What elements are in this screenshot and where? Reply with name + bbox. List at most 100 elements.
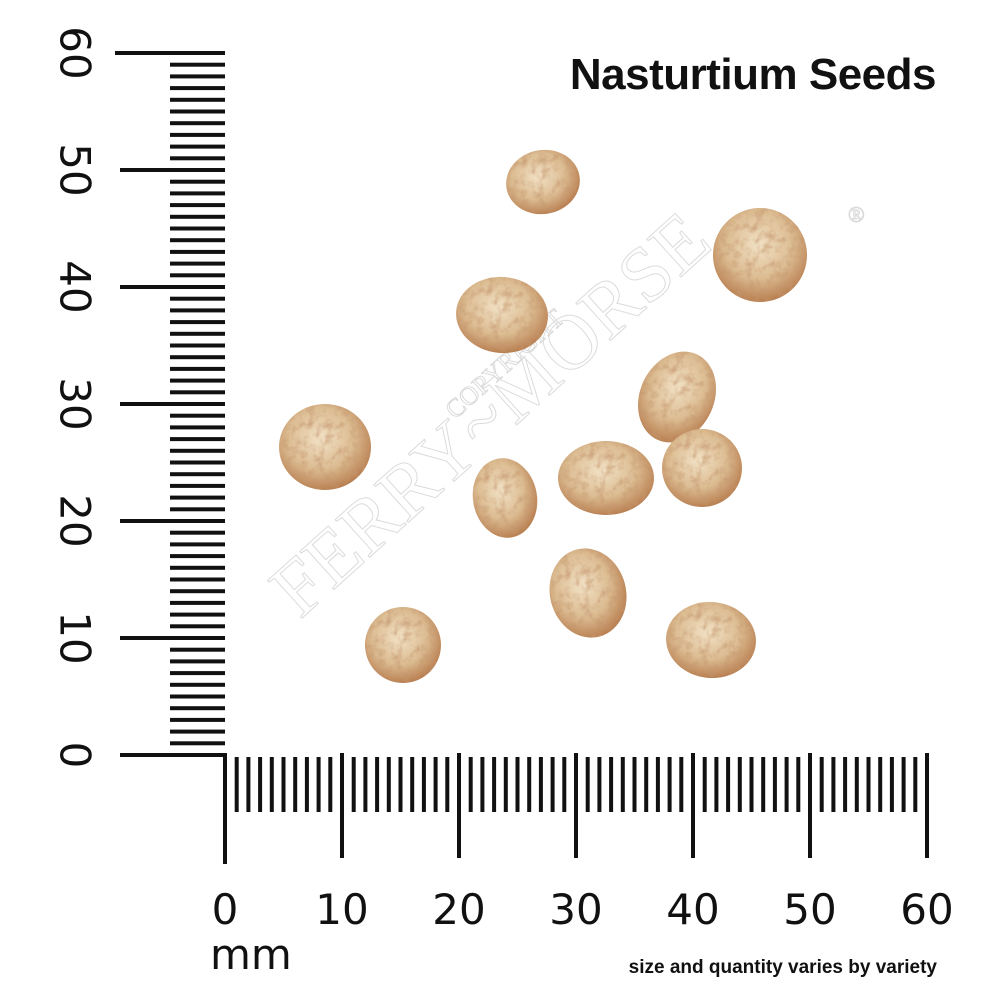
x-tick-label: 30 [549, 885, 603, 934]
x-minor-tick [843, 757, 848, 812]
seed [558, 441, 654, 515]
y-tick-label: 20 [50, 494, 100, 548]
y-minor-tick [170, 296, 225, 301]
x-major-tick [808, 753, 812, 858]
x-minor-tick [538, 757, 543, 812]
x-minor-tick [503, 757, 508, 812]
y-tick-label: 40 [50, 260, 100, 314]
y-minor-tick [170, 273, 225, 278]
y-minor-tick [170, 624, 225, 629]
x-minor-tick [819, 757, 824, 812]
x-minor-tick [644, 757, 649, 812]
x-minor-tick [375, 757, 380, 812]
y-tick-label: 50 [50, 143, 100, 197]
y-minor-tick [170, 132, 225, 137]
y-minor-tick [170, 448, 225, 453]
x-minor-tick [632, 757, 637, 812]
y-minor-tick [170, 565, 225, 570]
y-minor-tick [170, 600, 225, 605]
y-minor-tick [170, 331, 225, 336]
x-minor-tick [433, 757, 438, 812]
x-tick-label: 0 [211, 885, 239, 934]
y-minor-tick [170, 554, 225, 559]
x-minor-tick [901, 757, 906, 812]
y-minor-tick [170, 320, 225, 325]
x-minor-tick [878, 757, 883, 812]
y-minor-tick [170, 483, 225, 488]
y-minor-tick [170, 682, 225, 687]
y-minor-tick [170, 226, 225, 231]
y-tick-label: 60 [50, 26, 100, 80]
x-tick-label: 10 [315, 885, 369, 934]
x-minor-tick [585, 757, 590, 812]
x-minor-tick [527, 757, 532, 812]
seed [365, 607, 441, 683]
y-minor-tick [170, 203, 225, 208]
y-minor-tick [170, 460, 225, 465]
seed [549, 548, 627, 638]
x-tick-label: 20 [432, 885, 486, 934]
seed [472, 458, 538, 538]
y-minor-tick [170, 378, 225, 383]
x-minor-tick [480, 757, 485, 812]
y-minor-tick [170, 741, 225, 746]
y-minor-tick [170, 308, 225, 313]
x-major-tick [925, 753, 929, 858]
seed [279, 404, 371, 490]
y-minor-tick [170, 507, 225, 512]
y-tick-label: 10 [50, 611, 100, 665]
x-tick-label: 50 [783, 885, 837, 934]
x-minor-tick [445, 757, 450, 812]
y-minor-tick [170, 729, 225, 734]
y-minor-tick [170, 121, 225, 126]
x-minor-tick [784, 757, 789, 812]
y-minor-tick [170, 472, 225, 477]
x-minor-tick [269, 757, 274, 812]
x-minor-tick [796, 757, 801, 812]
x-minor-tick [316, 757, 321, 812]
x-minor-tick [386, 757, 391, 812]
x-minor-tick [772, 757, 777, 812]
x-tick-label: 40 [666, 885, 720, 934]
y-minor-tick [170, 437, 225, 442]
y-minor-tick [170, 694, 225, 699]
x-tick-label: 60 [900, 885, 954, 934]
y-minor-tick [170, 366, 225, 371]
y-minor-tick [170, 577, 225, 582]
y-major-tick [120, 402, 225, 406]
x-minor-tick [655, 757, 660, 812]
x-major-tick [691, 753, 695, 858]
x-minor-tick [866, 757, 871, 812]
y-tick-label: 0 [50, 741, 100, 769]
x-major-tick [223, 753, 227, 864]
x-minor-tick [854, 757, 859, 812]
y-minor-tick [170, 74, 225, 79]
x-minor-tick [831, 757, 836, 812]
x-minor-tick [679, 757, 684, 812]
seed [662, 429, 742, 507]
svg-text:®: ® [848, 202, 865, 227]
x-minor-tick [492, 757, 497, 812]
y-minor-tick [170, 413, 225, 418]
x-minor-tick [667, 757, 672, 812]
x-major-tick [340, 753, 344, 858]
seed [638, 351, 716, 443]
x-minor-tick [726, 757, 731, 812]
y-minor-tick [170, 647, 225, 652]
seed [713, 208, 807, 302]
y-minor-tick [170, 355, 225, 360]
y-minor-tick [170, 249, 225, 254]
x-minor-tick [281, 757, 286, 812]
y-minor-tick [170, 261, 225, 266]
x-minor-tick [749, 757, 754, 812]
y-minor-tick [170, 214, 225, 219]
y-minor-tick [170, 86, 225, 91]
y-minor-tick [170, 530, 225, 535]
y-minor-tick [170, 144, 225, 149]
x-minor-tick [410, 757, 415, 812]
y-minor-tick [170, 97, 225, 102]
seed [506, 149, 580, 215]
x-minor-tick [609, 757, 614, 812]
